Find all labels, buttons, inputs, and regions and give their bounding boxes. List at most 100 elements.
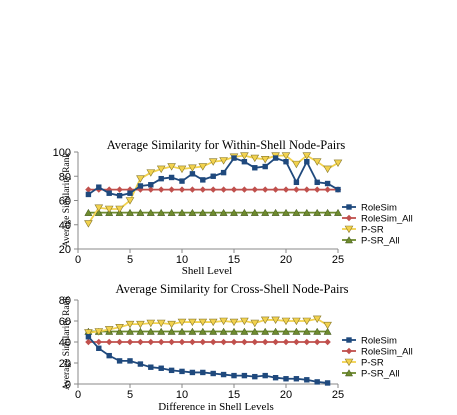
y-tick-label: 0 — [65, 379, 71, 391]
data-point — [229, 208, 239, 216]
data-point — [179, 368, 185, 375]
data-point — [333, 159, 343, 168]
data-point — [198, 318, 208, 327]
data-point — [210, 338, 217, 346]
legend-label: RoleSim — [361, 203, 397, 214]
x-tick-label: 0 — [75, 389, 81, 401]
data-point — [302, 317, 312, 326]
data-point — [177, 208, 187, 216]
data-point — [189, 171, 196, 177]
data-point — [189, 338, 196, 346]
data-point — [188, 318, 197, 327]
data-point — [303, 186, 310, 193]
legend-item: RoleSim — [342, 203, 397, 214]
y-tick-label: 100 — [53, 147, 71, 159]
cross-shell-chart: Average Similarity for Cross-Shell Node-… — [59, 282, 413, 413]
data-point — [146, 319, 156, 328]
data-point — [231, 372, 237, 379]
data-point — [271, 327, 280, 335]
series-rolesim-all — [85, 186, 342, 193]
y-tick-label: 20 — [59, 358, 71, 370]
x-tick-label: 5 — [127, 389, 133, 401]
x-tick-label: 25 — [332, 389, 344, 401]
data-point — [324, 380, 331, 386]
data-point — [167, 163, 176, 171]
data-point — [241, 186, 248, 193]
data-point — [313, 327, 322, 335]
data-point — [167, 327, 176, 335]
data-point — [241, 372, 248, 379]
data-point — [156, 319, 166, 328]
data-point — [189, 186, 196, 193]
series-rolesim — [85, 155, 341, 199]
chart-title: Average Similarity for Within-Shell Node… — [107, 138, 346, 152]
data-point — [314, 186, 321, 193]
data-point — [198, 208, 207, 216]
data-point — [168, 174, 175, 181]
data-point — [250, 208, 259, 216]
data-point — [281, 327, 291, 335]
legend-label: P-SR — [361, 225, 384, 236]
legend-item: RoleSim_All — [342, 214, 413, 225]
x-tick-label: 20 — [280, 254, 292, 266]
data-point — [292, 317, 301, 326]
data-point — [115, 323, 124, 332]
data-point — [85, 186, 92, 193]
data-point — [312, 158, 322, 166]
data-point — [229, 327, 239, 335]
data-point — [136, 208, 145, 216]
x-axis-label: Shell Level — [182, 265, 232, 277]
data-point — [200, 369, 206, 376]
data-point — [219, 208, 228, 216]
data-point — [148, 182, 154, 188]
series-p-sr-all — [84, 327, 332, 335]
data-point — [209, 327, 218, 335]
data-point — [220, 169, 227, 176]
legend-label: P-SR_All — [361, 369, 400, 380]
y-tick-label: 80 — [59, 295, 71, 307]
data-point — [312, 315, 322, 323]
data-point — [147, 338, 154, 346]
data-point — [137, 338, 144, 346]
data-point — [261, 208, 270, 216]
data-point — [262, 163, 268, 170]
data-point — [177, 327, 187, 335]
x-tick-label: 0 — [75, 254, 81, 266]
data-point — [271, 208, 280, 216]
data-point — [125, 208, 135, 216]
data-point — [208, 158, 218, 166]
data-point — [281, 317, 291, 326]
data-point — [116, 358, 123, 364]
data-point — [158, 186, 165, 193]
chart-title: Average Similarity for Cross-Shell Node-… — [115, 282, 348, 296]
data-point — [261, 327, 270, 335]
data-point — [323, 321, 332, 330]
data-point — [262, 338, 269, 346]
data-point — [229, 318, 239, 327]
data-point — [335, 186, 341, 193]
x-tick-label: 10 — [176, 389, 188, 401]
y-tick-label: 40 — [59, 220, 71, 232]
data-point — [250, 319, 260, 328]
data-point — [198, 327, 207, 335]
series-line — [87, 336, 328, 384]
y-tick-label: 20 — [59, 244, 71, 256]
series-rolesim — [85, 334, 331, 386]
data-point — [260, 316, 270, 325]
data-point — [96, 184, 102, 190]
data-point — [252, 373, 258, 380]
x-tick-label: 15 — [228, 389, 240, 401]
data-point — [178, 338, 186, 346]
data-point — [323, 208, 332, 216]
data-point — [147, 186, 154, 193]
data-point — [314, 179, 320, 186]
data-point — [178, 186, 186, 193]
data-point — [220, 186, 227, 193]
legend-marker — [346, 337, 352, 343]
data-point — [252, 165, 258, 171]
legend-marker — [345, 347, 353, 355]
data-point — [314, 379, 320, 385]
